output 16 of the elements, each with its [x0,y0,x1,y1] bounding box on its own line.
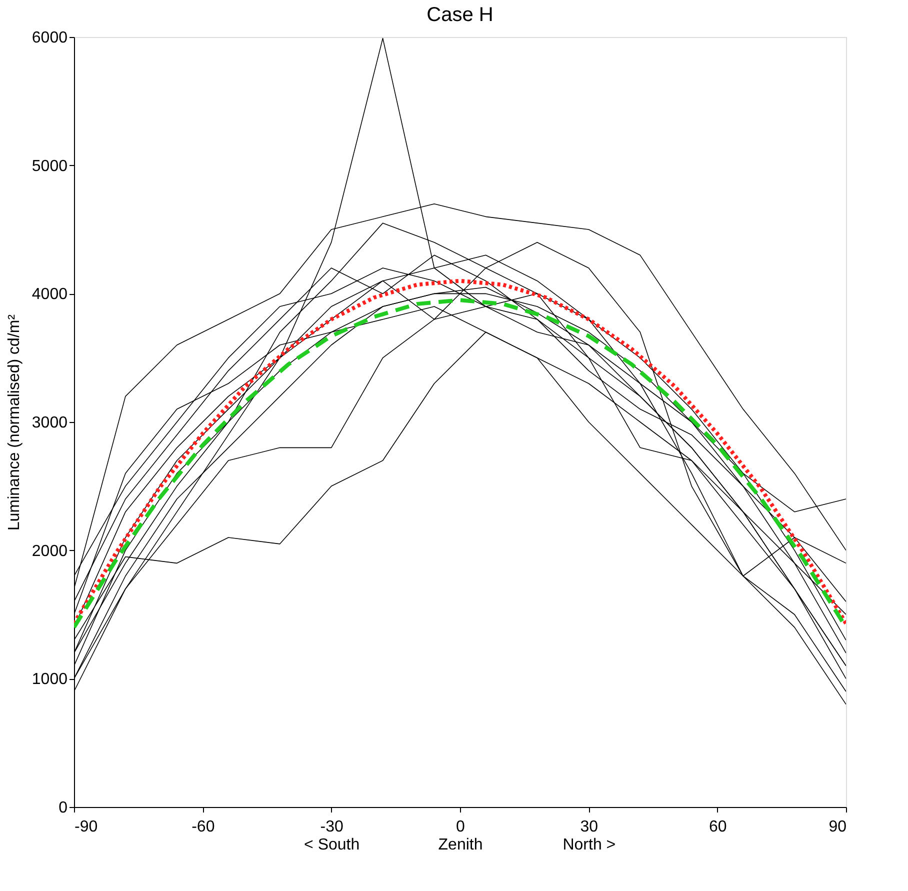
y-axis-title: Luminance (normalised) cd/m² [6,314,23,531]
chart-title: Case H [426,4,494,26]
y-tick-label: 4000 [32,286,68,304]
y-tick-label: 6000 [32,30,68,46]
y-tick-label: 5000 [32,158,68,175]
x-tick-label: 30 North > [562,818,616,854]
y-tick-label: 0 [58,800,68,816]
x-tick-label: -90 [74,818,98,836]
x-tick-label: -30 < South [304,818,360,854]
x-tick-label: 90 [828,818,847,836]
x-tick-label: 0 Zenith [438,818,483,854]
x-tick-label: 60 [708,818,727,836]
y-tick-label: 1000 [32,671,68,688]
x-tick-label: -60 [192,818,215,836]
y-tick-label: 3000 [32,414,68,432]
y-tick-label: 2000 [32,542,68,560]
